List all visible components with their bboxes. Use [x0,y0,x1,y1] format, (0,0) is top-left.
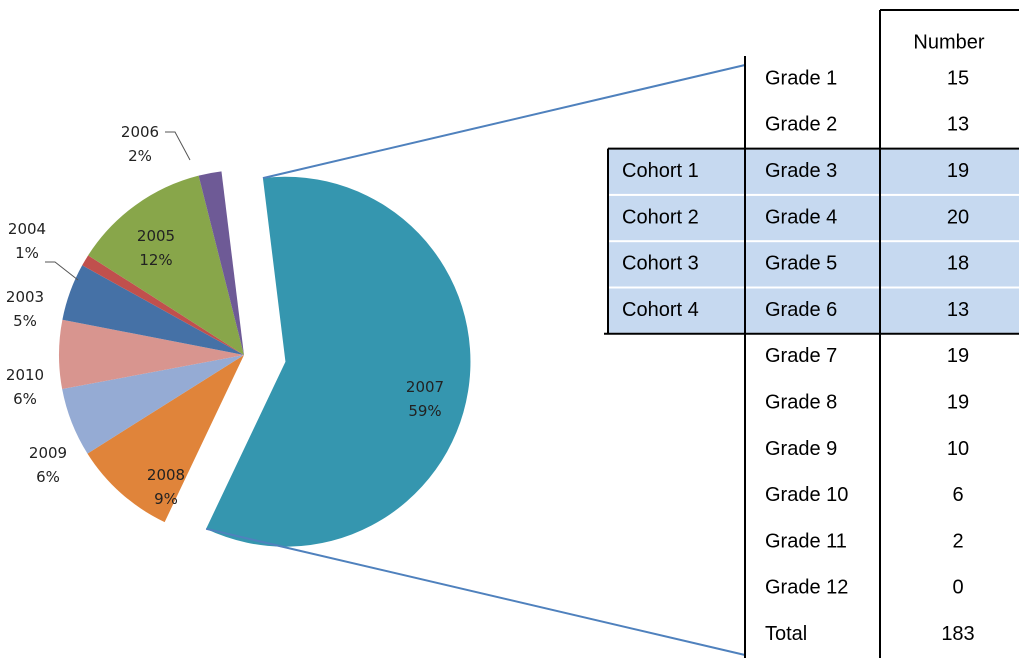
slice-label: 2010 [6,366,44,384]
connector [205,527,746,656]
number-cell: 0 [952,577,963,599]
grade-label: Grade 6 [765,299,837,321]
number-cell: 10 [947,438,969,460]
connector [262,64,746,180]
grade-label: Grade 4 [765,206,837,228]
table-header: Number [913,31,984,53]
slice-label: 2005 [137,227,175,245]
number-cell: 13 [947,299,969,321]
cohort-label: Cohort 1 [622,160,699,182]
grade-label: Grade 5 [765,253,837,275]
number-cell: 19 [947,345,969,367]
cohort-cell [746,242,879,287]
slice-value-label: 2% [128,147,152,165]
grade-label: Grade 1 [765,67,837,89]
slice-label: 2007 [406,378,444,396]
pie-slice [59,319,244,390]
slice-label: 2008 [147,466,185,484]
cohort-cell [881,242,1019,287]
leader-line [45,261,79,281]
grade-label: Grade 11 [765,530,847,552]
slice-value-label: 5% [13,312,37,330]
cohort-cell [609,149,744,194]
pie-slice [87,355,245,523]
cohort-cell [746,195,879,241]
number-cell: 2 [952,530,963,552]
cohort-cell [881,195,1019,241]
slice-value-label: 59% [408,402,441,420]
grade-label: Grade 8 [765,392,837,414]
grade-label: Grade 9 [765,438,837,460]
cohort-label: Cohort 2 [622,206,699,228]
cohort-cell [881,149,1019,194]
grade-label: Grade 10 [765,484,848,506]
cohort-cell [746,149,879,194]
grade-label: Grade 3 [765,160,837,182]
slice-label: 2009 [29,444,67,462]
number-cell: 15 [947,67,969,89]
cohort-cell [609,195,744,241]
slice-label: 2003 [6,288,44,306]
slice-value-label: 6% [13,390,37,408]
number-cell: 20 [947,206,969,228]
cohort-cell [881,288,1019,333]
slice-label: 2006 [121,123,159,141]
grade-label: Grade 7 [765,345,837,367]
slice-label: 2004 [8,220,46,238]
pie-slice [206,176,471,547]
cohort-cell [746,288,879,333]
slice-value-label: 1% [15,244,39,262]
number-cell: 13 [947,114,969,136]
grade-label: Grade 12 [765,577,848,599]
number-cell: 183 [941,623,974,645]
slice-value-label: 12% [139,251,172,269]
pie-slice [198,171,244,355]
pie-slice [62,355,245,454]
leader-line [165,131,191,161]
cohort-cell [609,242,744,287]
number-cell: 19 [947,160,969,182]
cohort-label: Cohort 4 [622,299,699,321]
slice-value-label: 6% [36,468,60,486]
pie-slice [88,175,245,355]
number-cell: 18 [947,253,969,275]
grade-label: Total [765,623,807,645]
pie-slice [62,265,244,355]
pie-slice [82,255,245,355]
number-cell: 19 [947,392,969,414]
cohort-label: Cohort 3 [622,253,699,275]
slice-value-label: 9% [154,490,178,508]
cohort-cell [609,288,744,333]
number-cell: 6 [952,484,963,506]
grade-label: Grade 2 [765,114,837,136]
